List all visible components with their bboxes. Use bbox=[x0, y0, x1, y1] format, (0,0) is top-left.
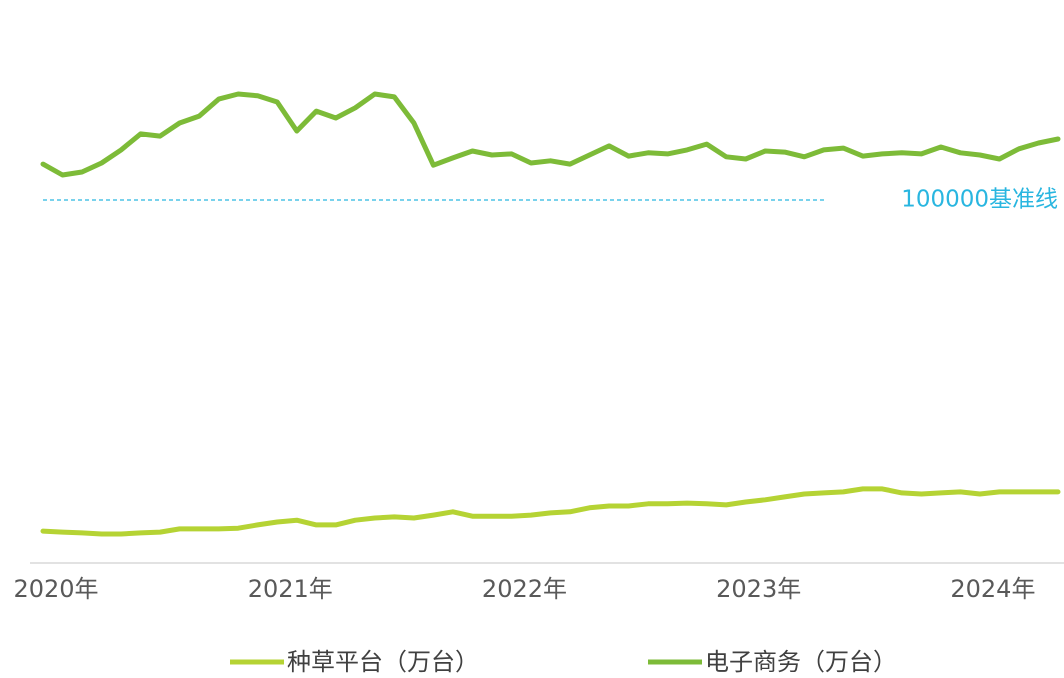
legend-label: 种草平台（万台） bbox=[287, 648, 479, 676]
x-tick-label: 2023年 bbox=[716, 575, 801, 603]
legend-label: 电子商务（万台） bbox=[705, 648, 897, 676]
reference-label: 100000基准线 bbox=[901, 187, 1058, 213]
x-tick-label: 2022年 bbox=[482, 575, 567, 603]
x-tick-label: 2024年 bbox=[950, 575, 1035, 603]
series-line bbox=[40, 486, 1061, 537]
x-tick-label: 2020年 bbox=[13, 575, 98, 603]
x-tick-label: 2021年 bbox=[248, 575, 333, 603]
series-line bbox=[40, 91, 1061, 178]
